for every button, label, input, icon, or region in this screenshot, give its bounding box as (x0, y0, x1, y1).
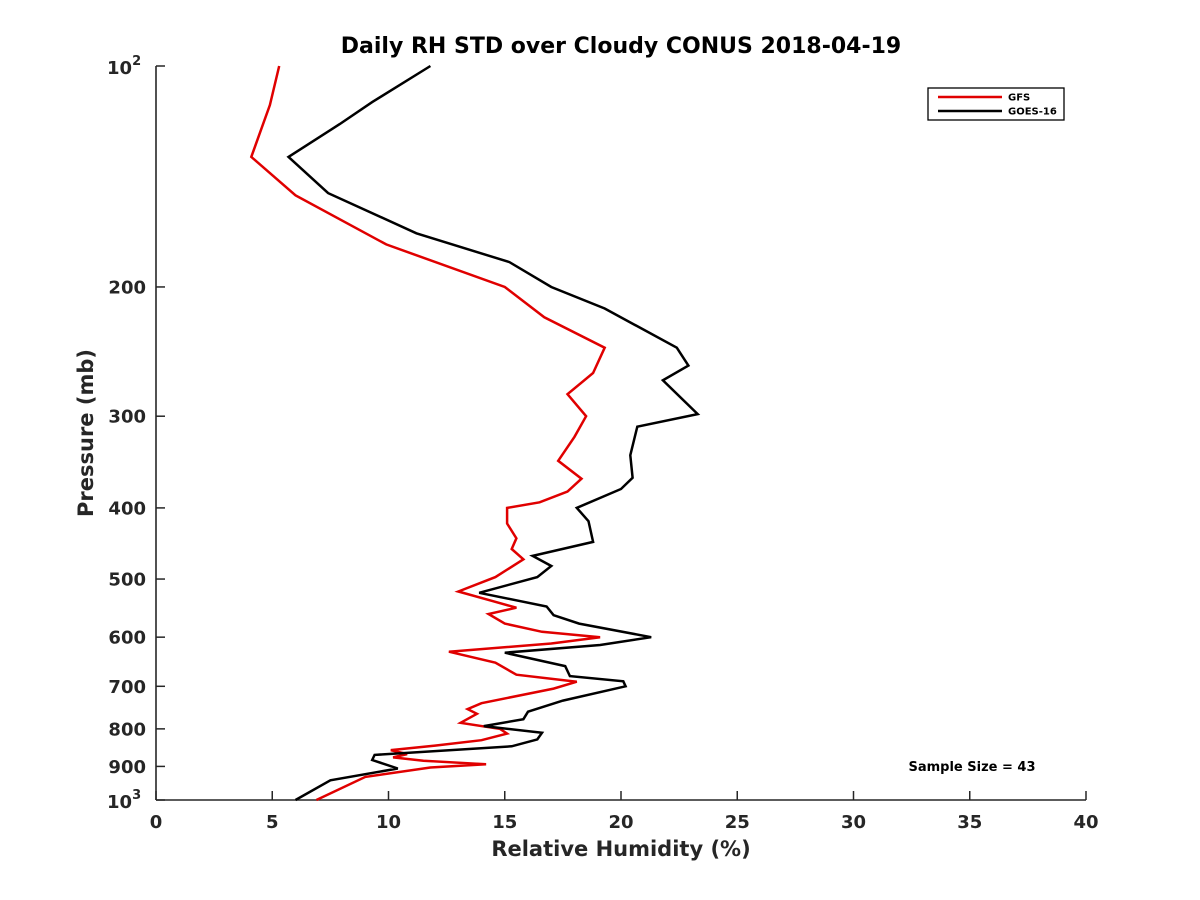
x-tick-label: 30 (841, 812, 866, 833)
y-tick-label-power: 103 (107, 788, 141, 813)
x-ticks: 0 5 10 15 20 25 30 35 40 (150, 791, 1099, 833)
legend-label-gfs: GFS (1008, 93, 1030, 104)
legend-box (927, 87, 1065, 121)
x-tick-label: 40 (1073, 812, 1098, 833)
series-line-gfs (249, 65, 607, 802)
x-tick-label: 0 (150, 812, 163, 833)
y-tick-label: 300 (108, 407, 146, 428)
sample-size-annotation: Sample Size = 43 (908, 760, 1035, 775)
y-axis-label: Pressure (mb) (74, 349, 98, 517)
y-tick-label: 400 (108, 498, 146, 519)
x-axis-label: Relative Humidity (%) (491, 837, 750, 861)
x-tick-label: 20 (608, 812, 633, 833)
y-tick-label-power: 102 (107, 54, 141, 79)
series-line-goes16 (286, 64, 701, 802)
y-tick-label: 700 (108, 677, 146, 698)
x-tick-label: 5 (266, 812, 279, 833)
y-tick-label: 200 (108, 277, 146, 298)
series-layer (249, 64, 701, 802)
y-tick-label: 600 (108, 628, 146, 649)
legend: GFS GOES-16 (927, 87, 1065, 121)
x-tick-label: 35 (957, 812, 982, 833)
y-tick-label: 800 (108, 719, 146, 740)
legend-label-goes16: GOES-16 (1008, 107, 1057, 118)
y-tick-base: 10 (107, 792, 132, 813)
x-tick-label: 15 (492, 812, 517, 833)
y-tick-label: 500 (108, 570, 146, 591)
x-tick-label: 10 (376, 812, 401, 833)
y-tick-exponent: 2 (132, 54, 141, 69)
axes (155, 66, 1086, 801)
y-tick-label: 900 (108, 757, 146, 778)
y-tick-base: 10 (107, 58, 132, 79)
x-tick-label: 25 (725, 812, 750, 833)
chart-title: Daily RH STD over Cloudy CONUS 2018-04-1… (341, 34, 901, 59)
y-tick-exponent: 3 (132, 788, 141, 803)
